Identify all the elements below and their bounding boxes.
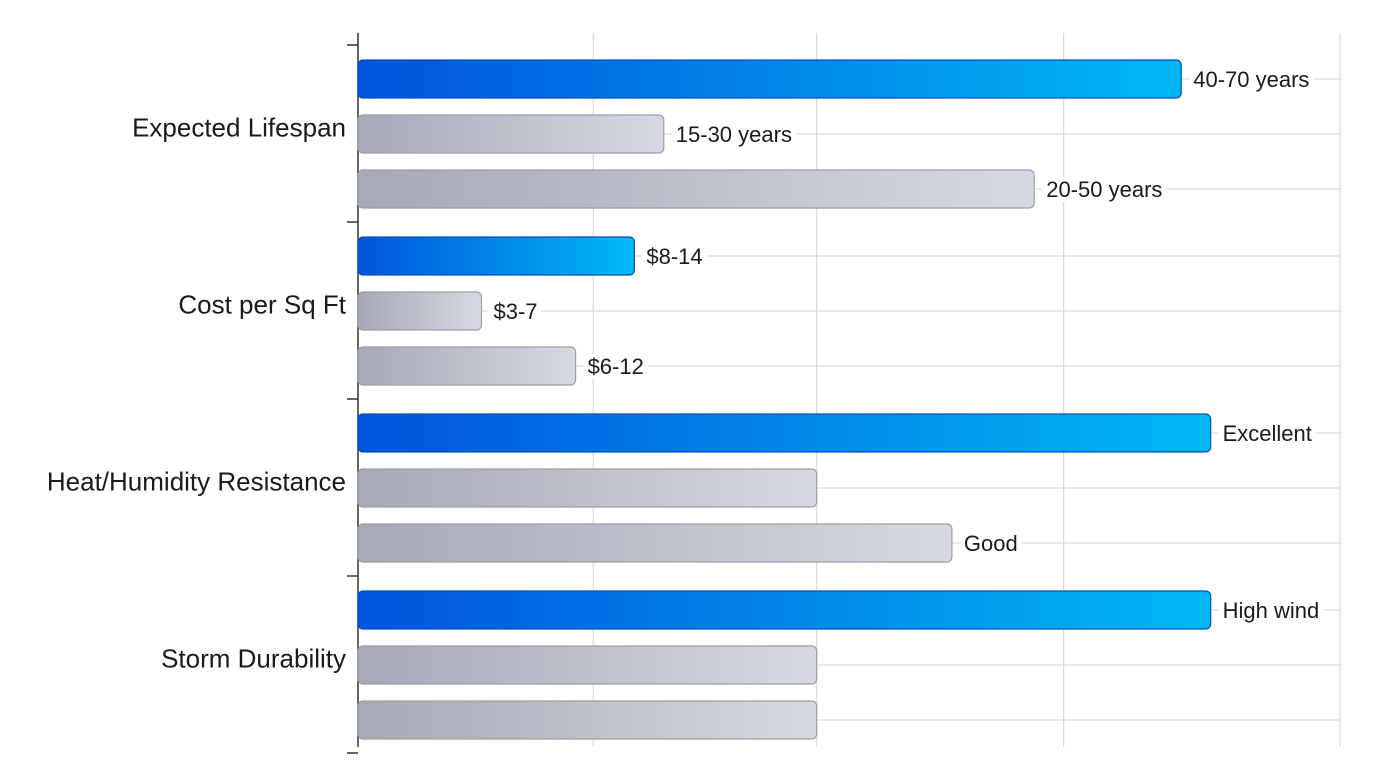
category-labels: Expected Lifespan Cost per Sq Ft Heat/Humi… — [47, 113, 347, 674]
data-label: High wind — [1223, 598, 1320, 623]
bar — [357, 291, 483, 331]
bar — [357, 59, 1182, 99]
data-label: 40-70 years — [1193, 67, 1309, 92]
data-label: 15-30 years — [676, 122, 792, 147]
category-label: Heat/Humidity Resistance — [47, 467, 346, 497]
bar — [357, 346, 577, 386]
bars: 40-70 years 15-30 years 20-50 years $8-14 $3… — [357, 59, 1324, 740]
bar — [357, 236, 635, 276]
bar — [357, 523, 953, 563]
category-label: Expected Lifespan — [132, 113, 346, 143]
category-label: Storm Durability — [161, 644, 346, 674]
bar — [357, 114, 665, 154]
bar — [357, 169, 1035, 209]
category-label: Cost per Sq Ft — [178, 290, 346, 320]
data-label: Excellent — [1223, 421, 1312, 446]
data-label: $6-12 — [588, 354, 644, 379]
data-label: $8-14 — [646, 244, 702, 269]
bar — [357, 700, 818, 740]
bar — [357, 468, 818, 508]
data-label: $3-7 — [493, 299, 537, 324]
bar — [357, 590, 1212, 630]
bar — [357, 645, 818, 685]
y-axis — [347, 33, 359, 754]
data-label: Good — [964, 531, 1018, 556]
bar — [357, 413, 1212, 453]
data-label: 20-50 years — [1046, 177, 1162, 202]
